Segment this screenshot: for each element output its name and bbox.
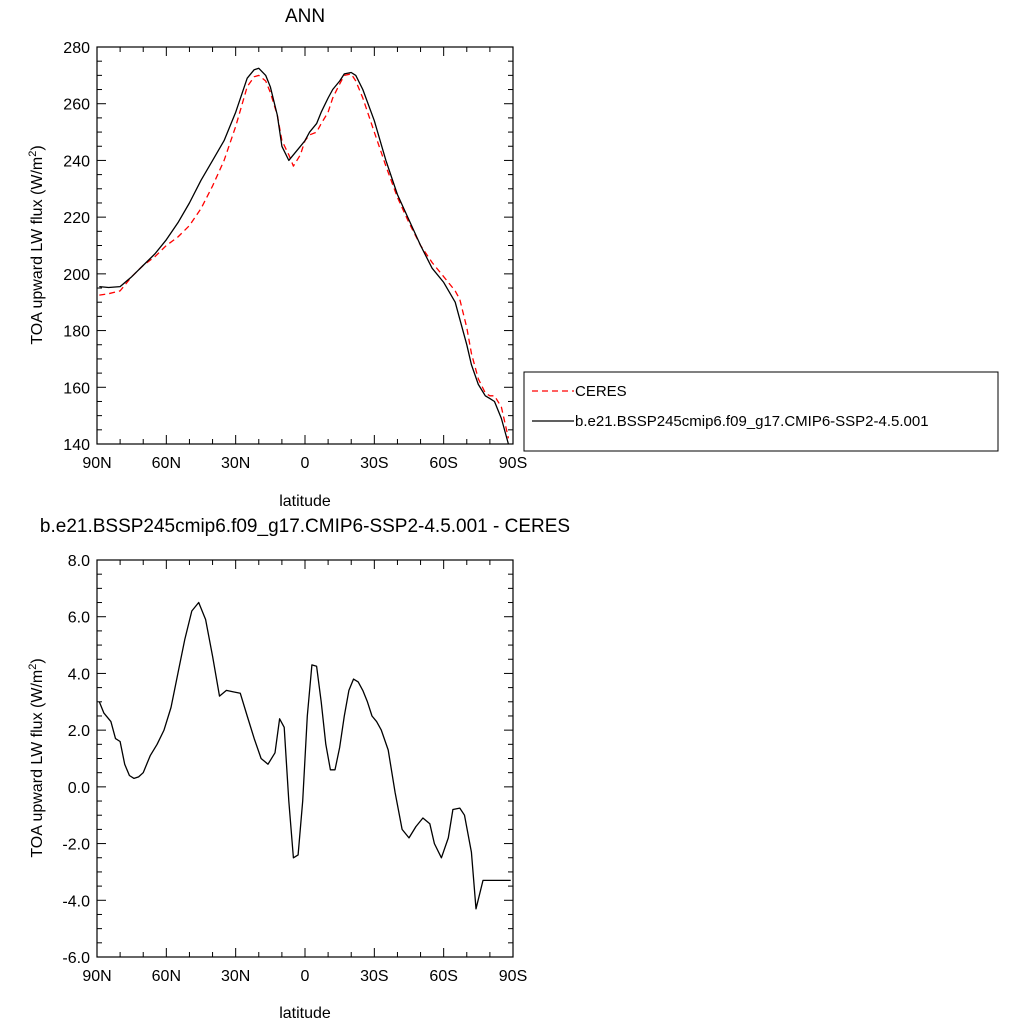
x-tick-label: 0 (301, 455, 310, 472)
y-tick-label: 4.0 (68, 666, 90, 683)
panel-top: ANN 280 260 240 220 200 180 160 140 90N 60N 30N 0 3… (27, 6, 999, 510)
y-tick-label: 220 (63, 210, 90, 227)
y-tick-label: 200 (63, 267, 90, 284)
x-tick-label: 30N (221, 455, 250, 472)
y-tick-label: -4.0 (62, 893, 90, 910)
panel-bottom-x-axis-label: latitude (279, 1005, 331, 1022)
legend-box (523, 371, 999, 452)
panel-top-x-ticks: 90N 60N 30N 0 30S 60S 90S (82, 47, 527, 472)
y-tick-label: 140 (63, 437, 90, 454)
panel-top-series-line-1 (99, 67, 510, 445)
y-tick-label: 2.0 (68, 723, 90, 740)
y-tick-label: -6.0 (62, 950, 90, 967)
y-tick-label: -2.0 (62, 837, 90, 854)
y-tick-label: 8.0 (68, 553, 90, 570)
x-tick-label: 0 (301, 968, 310, 985)
y-tick-label: 260 (63, 97, 90, 114)
panel-bottom-y-ticks: 8.0 6.0 4.0 2.0 0.0 -2.0 -4.0 -6.0 (62, 553, 513, 967)
x-tick-label: 30S (360, 968, 388, 985)
y-tick-label: 280 (63, 40, 90, 57)
panel-top-series (99, 67, 510, 445)
x-tick-label: 60N (152, 455, 181, 472)
panel-bottom-series (98, 601, 511, 910)
y-tick-label: 180 (63, 324, 90, 341)
x-tick-label: 90N (82, 968, 111, 985)
x-tick-label: 30N (221, 968, 250, 985)
x-tick-label: 30S (360, 455, 388, 472)
y-tick-label: 0.0 (68, 780, 90, 797)
y-tick-label: 6.0 (68, 610, 90, 627)
x-tick-label: 90N (82, 455, 111, 472)
panel-top-y-ticks: 280 260 240 220 200 180 160 140 (63, 40, 513, 454)
x-tick-label: 60S (429, 455, 457, 472)
panel-bottom-y-axis-label: TOA upward LW flux (W/m2) (27, 658, 46, 857)
panel-top-frame (96, 46, 514, 445)
x-tick-label: 60N (152, 968, 181, 985)
legend: CERES b.e21.BSSP245cmip6.f09_g17.CMIP6-S… (523, 371, 999, 452)
panel-top-series-line-0 (99, 73, 510, 439)
panel-bottom-x-ticks: 90N 60N 30N 0 30S 60S 90S (82, 560, 527, 985)
panel-top-y-axis-label: TOA upward LW flux (W/m2) (27, 145, 46, 344)
panel-bottom-series-line-0 (98, 601, 511, 910)
legend-ceres-label: CERES (575, 383, 627, 400)
panel-top-x-axis-label: latitude (279, 493, 331, 510)
panel-bottom-title: b.e21.BSSP245cmip6.f09_g17.CMIP6-SSP2-4.… (40, 516, 570, 537)
x-tick-label: 90S (499, 455, 527, 472)
panel-top-title: ANN (285, 6, 325, 27)
legend-model-label: b.e21.BSSP245cmip6.f09_g17.CMIP6-SSP2-4.… (575, 413, 929, 430)
x-tick-label: 90S (499, 968, 527, 985)
x-tick-label: 60S (429, 968, 457, 985)
y-tick-label: 160 (63, 380, 90, 397)
y-tick-label: 240 (63, 153, 90, 170)
panel-bottom: b.e21.BSSP245cmip6.f09_g17.CMIP6-SSP2-4.… (27, 516, 570, 1022)
